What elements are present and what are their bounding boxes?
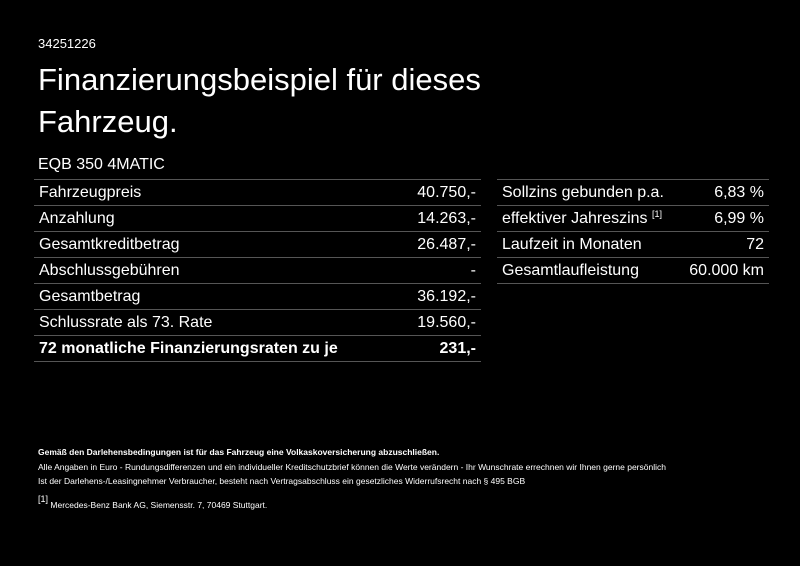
footnote-mark: [1] [652, 209, 663, 219]
table-row: Schlussrate als 73. Rate 19.560,- [34, 310, 481, 336]
label-text: Laufzeit in Monaten [502, 235, 642, 253]
footer-line: Alle Angaben in Euro - Rundungsdifferenz… [38, 462, 666, 472]
row-label: Laufzeit in Monaten [502, 236, 642, 254]
row-label: effektiver Jahreszins [1] [502, 209, 662, 228]
label-text: Abschlussgebühren [39, 261, 180, 279]
table-row: Gesamtkreditbetrag 26.487,- [34, 232, 481, 258]
label-text: Gesamtlaufleistung [502, 261, 639, 279]
row-value: 6,83 % [714, 183, 764, 201]
table-row: Gesamtlaufleistung 60.000 km [497, 258, 769, 284]
label-text: Anzahlung [39, 209, 115, 227]
row-label: Sollzins gebunden p.a. [502, 184, 664, 202]
row-value: 19.560,- [417, 313, 476, 331]
label-text: 72 monatliche Finanzierungsraten zu je [39, 339, 338, 357]
model: EQB 350 4MATIC [38, 156, 165, 173]
label-text: Gesamtbetrag [39, 287, 141, 305]
table-row: Sollzins gebunden p.a. 6,83 % [497, 180, 769, 206]
table-row: Gesamtbetrag 36.192,- [34, 284, 481, 310]
row-value: - [470, 261, 476, 279]
label-text: Fahrzeugpreis [39, 183, 142, 201]
right-table: Sollzins gebunden p.a. 6,83 % effektiver J… [497, 179, 769, 284]
row-value: 36.192,- [417, 287, 476, 305]
row-label: Schlussrate als 73. Rate [39, 314, 212, 332]
table-row: Anzahlung 14.263,- [34, 206, 481, 232]
label-text: effektiver Jahreszins [502, 210, 648, 227]
footer-line: Ist der Darlehens-/Leasingnehmer Verbrau… [38, 476, 526, 486]
row-value: 6,99 % [714, 209, 764, 227]
table-row: Fahrzeugpreis 40.750,- [34, 180, 481, 206]
footnote-text: Mercedes-Benz Bank AG, Siemensstr. 7, 70… [50, 500, 268, 510]
row-value: 26.487,- [417, 235, 476, 253]
row-value: 14.263,- [417, 209, 476, 227]
row-label: 72 monatliche Finanzierungsraten zu je [39, 340, 338, 358]
table-row: 72 monatliche Finanzierungsraten zu je 23… [34, 336, 481, 362]
title: Fahrzeug. [38, 104, 178, 139]
row-value: 40.750,- [417, 183, 476, 201]
row-value: 231,- [439, 339, 476, 357]
row-value: 60.000 km [689, 261, 764, 279]
row-label: Abschlussgebühren [39, 262, 180, 280]
table-row: Abschlussgebühren - [34, 258, 481, 284]
document-id: 34251226 [38, 36, 96, 51]
footnote: [1] Mercedes-Benz Bank AG, Siemensstr. 7… [38, 494, 267, 510]
label-text: Schlussrate als 73. Rate [39, 313, 213, 331]
row-label: Anzahlung [39, 210, 115, 228]
table-row: Laufzeit in Monaten 72 [497, 232, 769, 258]
footnote-mark: [1] [38, 494, 49, 504]
table-row: effektiver Jahreszins [1] 6,99 % [497, 206, 769, 232]
footer-note: Gemäß den Darlehensbedingungen ist für d… [38, 447, 440, 457]
left-table: Fahrzeugpreis 40.750,- Anzahlung 14.263,- Ge… [34, 179, 481, 362]
row-value: 72 [746, 235, 764, 253]
row-label: Fahrzeugpreis [39, 184, 141, 202]
row-label: Gesamtbetrag [39, 288, 140, 306]
label-text: Sollzins gebunden p.a. [502, 183, 664, 201]
title: Finanzierungsbeispiel für dieses [38, 62, 481, 97]
row-label: Gesamtkreditbetrag [39, 236, 180, 254]
label-text: Gesamtkreditbetrag [39, 235, 180, 253]
row-label: Gesamtlaufleistung [502, 262, 639, 280]
